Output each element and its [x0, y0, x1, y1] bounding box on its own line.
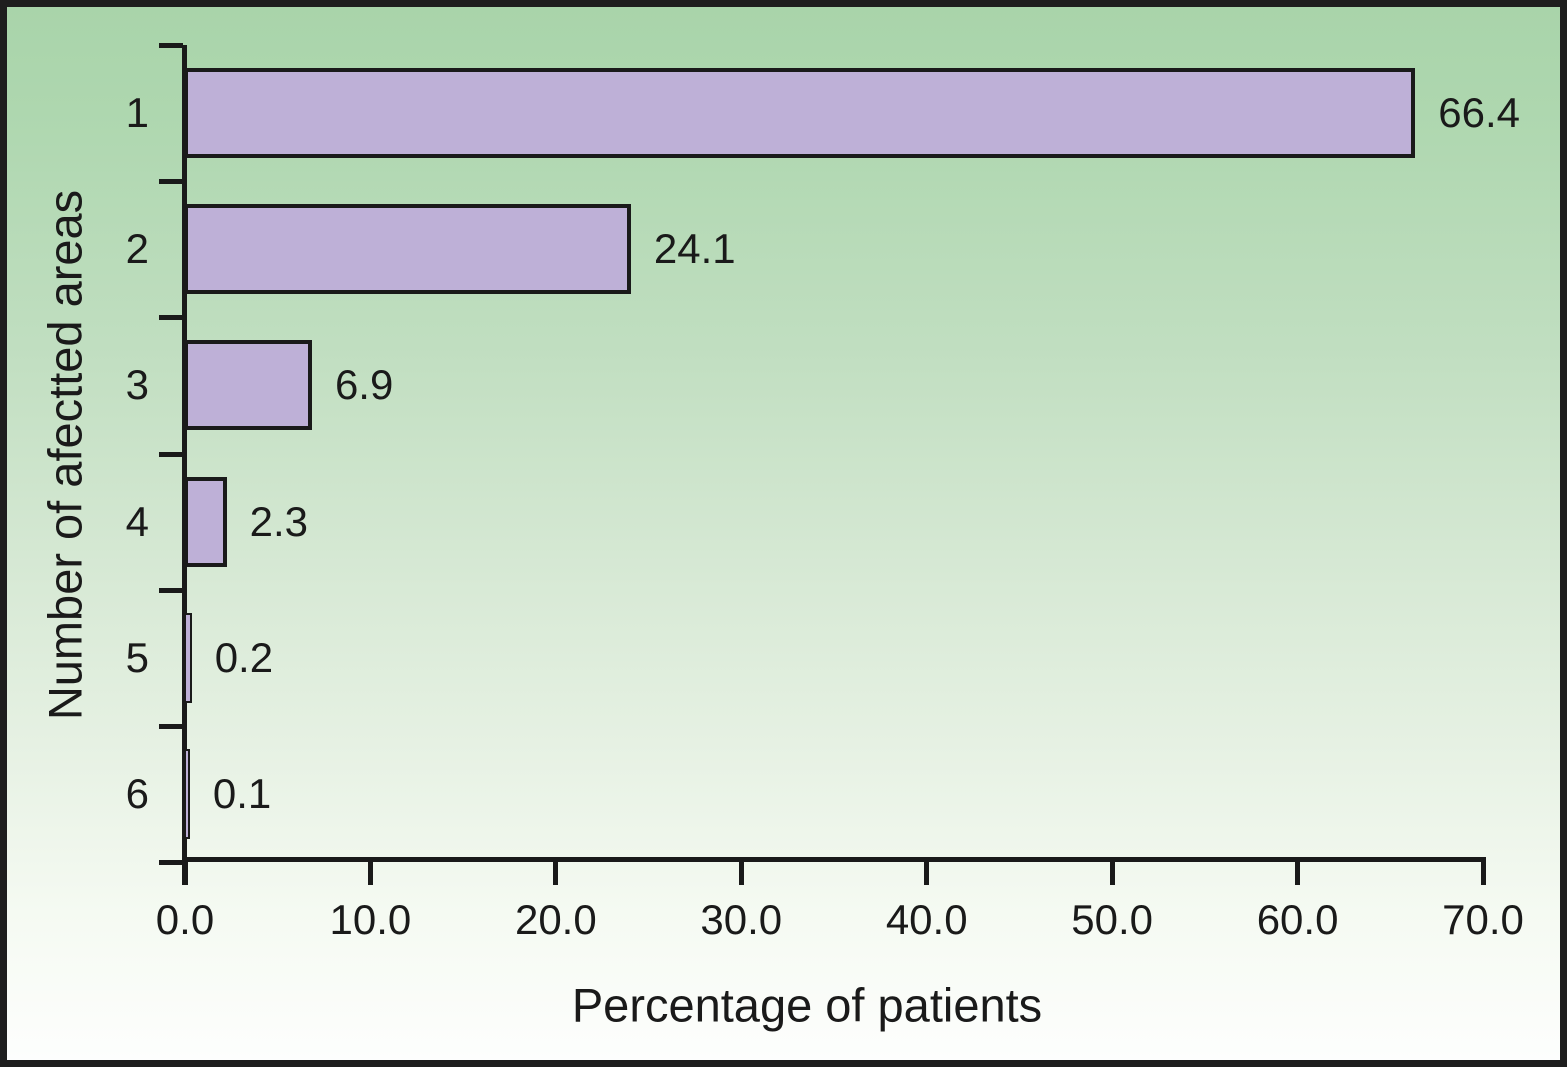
y-tick	[159, 179, 183, 185]
bar-value-label: 24.1	[653, 225, 736, 273]
bar	[184, 612, 192, 703]
category-label: 4	[125, 497, 149, 545]
bar	[184, 204, 631, 295]
x-tick-label: 60.0	[1256, 896, 1339, 943]
x-tick	[367, 857, 373, 885]
y-tick	[159, 43, 183, 48]
x-axis-line	[182, 857, 1486, 862]
y-tick	[159, 860, 183, 865]
x-tick-label: 70.0	[1442, 896, 1524, 943]
x-tick-label: 50.0	[1071, 896, 1154, 943]
bar-value-label: 2.3	[249, 497, 309, 545]
y-tick	[159, 587, 183, 593]
bar-value-label: 0.2	[214, 633, 274, 681]
category-label: 3	[125, 361, 149, 409]
bar	[184, 340, 312, 431]
x-tick-label: 0.0	[155, 896, 215, 943]
x-tick	[553, 857, 559, 885]
x-tick	[924, 857, 930, 885]
category-label: 2	[125, 225, 149, 273]
bar-value-label: 6.9	[334, 361, 394, 409]
y-tick	[159, 451, 183, 457]
bar-value-label: 0.1	[212, 769, 272, 817]
bar	[184, 476, 227, 567]
x-tick	[1295, 857, 1301, 885]
y-axis-line	[182, 45, 187, 885]
category-label: 5	[125, 633, 149, 681]
x-tick-label: 40.0	[885, 896, 968, 943]
bar	[184, 68, 1416, 159]
x-tick-label: 30.0	[700, 896, 783, 943]
bar	[184, 748, 190, 839]
category-label: 6	[125, 769, 149, 817]
y-tick	[159, 723, 183, 729]
x-tick-label: 20.0	[514, 896, 597, 943]
x-tick	[1480, 857, 1486, 885]
x-tick	[1109, 857, 1115, 885]
x-axis-title: Percentage of patients	[571, 978, 1043, 1032]
x-tick	[182, 857, 188, 885]
x-tick	[738, 857, 744, 885]
x-tick-label: 10.0	[329, 896, 412, 943]
bar-value-label: 66.4	[1438, 89, 1520, 137]
category-label: 1	[125, 89, 149, 137]
y-tick	[159, 315, 183, 321]
